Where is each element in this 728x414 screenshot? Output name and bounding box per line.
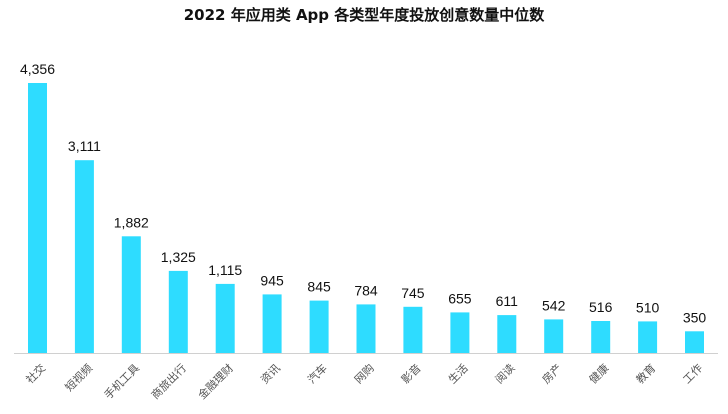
tick-label-1: 短视频: [62, 361, 95, 394]
bar-13: [638, 321, 658, 353]
tick-labels-group: 社交 短视频 手机工具 商旅出行 金融理财 资讯 汽车 网购 影音 生活 阅读 房产 健康 教育 工作: [23, 361, 705, 402]
tick-label-5: 资讯: [258, 362, 283, 387]
tick-label-0: 社交: [23, 361, 48, 386]
value-label-3: 1,325: [161, 249, 196, 265]
tick-label-2: 手机工具: [101, 361, 142, 402]
tick-label-4: 金融理财: [195, 361, 236, 402]
bar-11: [544, 319, 564, 353]
value-label-14: 350: [683, 309, 707, 325]
value-label-9: 655: [448, 290, 472, 306]
bar-4: [215, 283, 235, 353]
tick-label-7: 网购: [351, 361, 376, 386]
bar-10: [497, 315, 517, 353]
value-label-0: 4,356: [20, 61, 55, 77]
tick-label-14: 工作: [681, 362, 706, 387]
bar-0: [28, 83, 47, 353]
tick-label-6: 汽车: [304, 361, 329, 386]
tick-label-10: 阅读: [492, 361, 517, 386]
value-label-6: 845: [307, 279, 331, 295]
bar-5: [262, 294, 282, 353]
bar-9: [450, 312, 470, 353]
value-labels-group: 4,356 3,111 1,882 1,325 1,115 945 845 784 745 655…: [20, 61, 706, 325]
value-label-5: 945: [260, 272, 284, 288]
value-label-13: 510: [636, 299, 660, 315]
tick-label-12: 健康: [586, 361, 611, 386]
bar-14: [685, 331, 704, 353]
tick-label-11: 房产: [539, 361, 564, 386]
bar-2: [121, 236, 141, 353]
value-label-7: 784: [354, 282, 378, 298]
bar-8: [403, 306, 423, 353]
bar-1: [74, 160, 94, 353]
tick-label-13: 教育: [633, 361, 658, 386]
value-label-11: 542: [542, 297, 566, 313]
value-label-1: 3,111: [68, 138, 101, 154]
tick-label-9: 生活: [445, 361, 470, 386]
bar-3: [168, 270, 188, 353]
value-label-12: 516: [589, 299, 613, 315]
tick-label-8: 影音: [398, 361, 423, 386]
bar-12: [591, 321, 611, 353]
value-label-4: 1,115: [208, 262, 242, 278]
value-label-2: 1,882: [114, 214, 149, 230]
bar-6: [309, 300, 329, 353]
bars-group: [28, 83, 704, 353]
chart-title: 2022 年应用类 App 各类型年度投放创意数量中位数: [183, 6, 545, 24]
bar-7: [356, 304, 376, 353]
value-label-10: 611: [496, 293, 519, 309]
tick-label-3: 商旅出行: [148, 361, 189, 402]
value-label-8: 745: [401, 285, 425, 301]
